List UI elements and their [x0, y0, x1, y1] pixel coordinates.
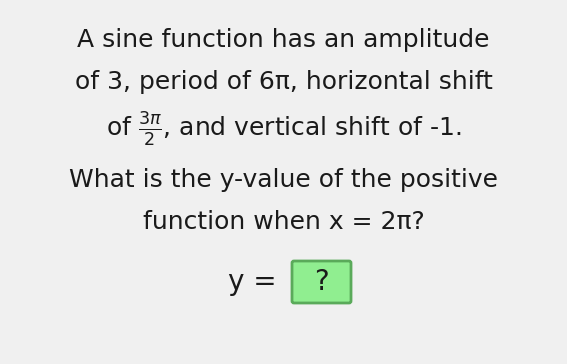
- Text: of $\frac{3\pi}{2}$, and vertical shift of -1.: of $\frac{3\pi}{2}$, and vertical shift …: [106, 110, 461, 148]
- Text: y =: y =: [229, 268, 286, 296]
- FancyBboxPatch shape: [292, 261, 351, 303]
- Text: ?: ?: [314, 268, 329, 296]
- Text: What is the y-value of the positive: What is the y-value of the positive: [69, 168, 498, 192]
- Text: A sine function has an amplitude: A sine function has an amplitude: [77, 28, 490, 52]
- Text: function when x = 2π?: function when x = 2π?: [143, 210, 424, 234]
- Text: of 3, period of 6π, horizontal shift: of 3, period of 6π, horizontal shift: [75, 70, 492, 94]
